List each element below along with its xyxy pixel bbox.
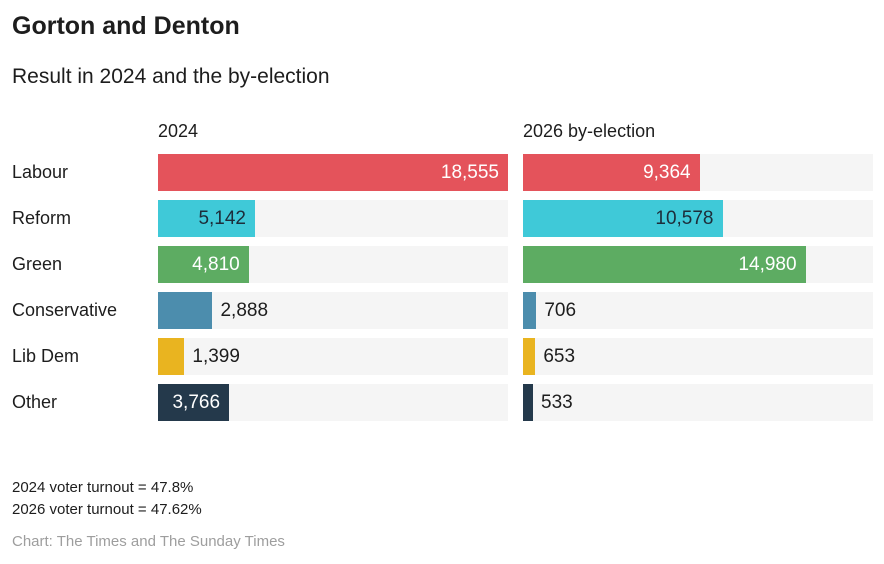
page-subtitle: Result in 2024 and the by-election xyxy=(12,64,330,88)
bar-track-2026-by-election-green: 14,980 xyxy=(523,245,873,283)
chart-footer: 2024 voter turnout = 47.8% 2026 voter tu… xyxy=(12,477,873,551)
chart-row-green: Green 4,810 14,980 xyxy=(12,245,873,283)
chart-credit: Chart: The Times and The Sunday Times xyxy=(12,532,285,550)
chart-rows: Labour 18,555 9,364 Reform 5,142 10,578 Green 4… xyxy=(12,153,873,421)
chart-row-other: Other 3,766 533 xyxy=(12,383,873,421)
party-label-other: Other xyxy=(12,391,58,412)
bar-track-2024-green: 4,810 xyxy=(158,245,508,283)
bar-track-2024-labour: 18,555 xyxy=(158,153,508,191)
value-label-2026-by-election-reform: 10,578 xyxy=(655,207,714,229)
bar-track-2026-by-election-lib-dem: 653 xyxy=(523,337,873,375)
value-label-2024-other: 3,766 xyxy=(172,391,221,413)
bar-track-2026-by-election-labour: 9,364 xyxy=(523,153,873,191)
bar-2026-by-election-labour: 9,364 xyxy=(523,153,700,191)
turnout-2024-note: 2024 voter turnout = 47.8% xyxy=(12,478,194,496)
bar-2024-green: 4,810 xyxy=(158,245,249,283)
value-label-2026-by-election-conservative: 706 xyxy=(544,299,577,321)
chart-row-reform: Reform 5,142 10,578 xyxy=(12,199,873,237)
value-label-2026-by-election-green: 14,980 xyxy=(738,253,797,275)
bar-track-2024-lib-dem: 1,399 xyxy=(158,337,508,375)
bar-track-2026-by-election-reform: 10,578 xyxy=(523,199,873,237)
bar-2024-labour: 18,555 xyxy=(158,153,508,191)
chart-row-labour: Labour 18,555 9,364 xyxy=(12,153,873,191)
bar-2026-by-election-conservative xyxy=(523,291,537,329)
bar-2026-by-election-other xyxy=(523,383,534,421)
bar-2026-by-election-lib-dem xyxy=(523,337,536,375)
value-label-2026-by-election-other: 533 xyxy=(541,391,573,413)
bar-2026-by-election-green: 14,980 xyxy=(523,245,806,283)
bar-2024-lib-dem xyxy=(158,337,185,375)
bar-track-2026-by-election-other: 533 xyxy=(523,383,873,421)
bar-track-2024-other: 3,766 xyxy=(158,383,508,421)
party-label-lib-dem: Lib Dem xyxy=(12,345,80,366)
value-label-2024-labour: 18,555 xyxy=(440,161,499,183)
value-label-2026-by-election-lib-dem: 653 xyxy=(543,345,576,367)
page-title: Gorton and Denton xyxy=(12,12,240,40)
bar-2024-other: 3,766 xyxy=(158,383,230,421)
column-header-2024: 2024 xyxy=(158,120,199,141)
party-label-conservative: Conservative xyxy=(12,299,118,320)
value-label-2024-green: 4,810 xyxy=(192,253,240,275)
bar-2024-conservative xyxy=(158,291,213,329)
chart-column-headers: 2024 2026 by-election xyxy=(12,120,873,142)
bar-track-2024-reform: 5,142 xyxy=(158,199,508,237)
chart-row-conservative: Conservative 2,888 706 xyxy=(12,291,873,329)
chart-row-lib-dem: Lib Dem 1,399 653 xyxy=(12,337,873,375)
bar-track-2026-by-election-conservative: 706 xyxy=(523,291,873,329)
value-label-2024-lib-dem: 1,399 xyxy=(192,345,240,367)
value-label-2026-by-election-labour: 9,364 xyxy=(643,161,691,183)
bar-2024-reform: 5,142 xyxy=(158,199,255,237)
bar-2026-by-election-reform: 10,578 xyxy=(523,199,723,237)
party-label-reform: Reform xyxy=(12,207,72,228)
value-label-2024-reform: 5,142 xyxy=(198,207,246,229)
party-label-green: Green xyxy=(12,253,63,274)
value-label-2024-conservative: 2,888 xyxy=(220,299,269,321)
comparison-bar-chart: 2024 2026 by-election Labour 18,555 9,364 R… xyxy=(12,120,873,421)
turnout-2026-note: 2026 voter turnout = 47.62% xyxy=(12,500,202,518)
party-label-labour: Labour xyxy=(12,161,69,182)
column-header-2026-by-election: 2026 by-election xyxy=(523,120,656,141)
bar-track-2024-conservative: 2,888 xyxy=(158,291,508,329)
